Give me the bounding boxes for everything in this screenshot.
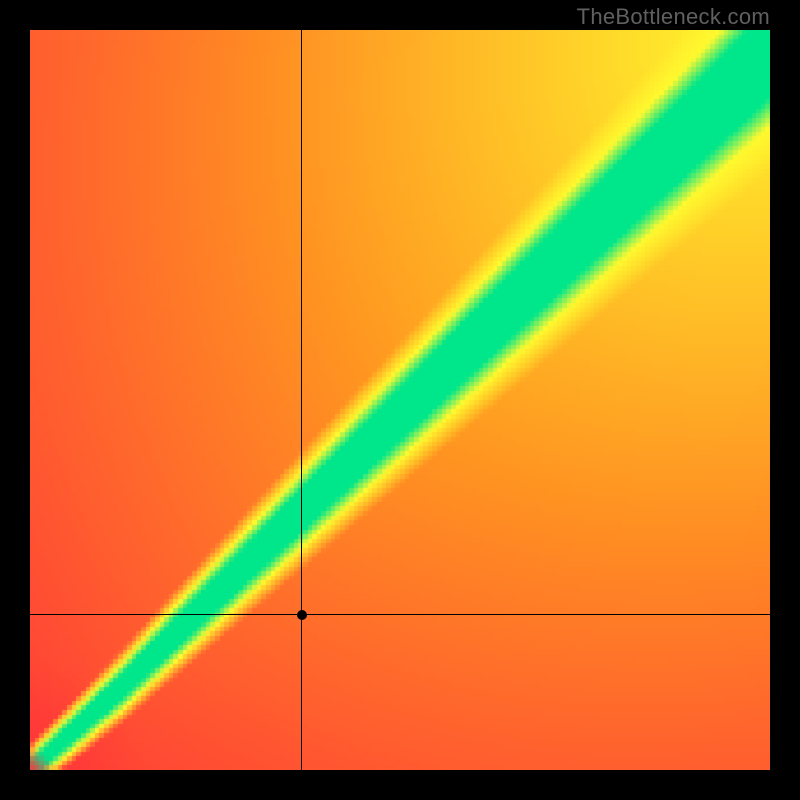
crosshair-vertical [301, 30, 302, 770]
crosshair-horizontal [30, 614, 770, 615]
heatmap-canvas [30, 30, 770, 770]
watermark: TheBottleneck.com [577, 4, 770, 30]
crosshair-marker [297, 610, 307, 620]
plot-area [30, 30, 770, 770]
